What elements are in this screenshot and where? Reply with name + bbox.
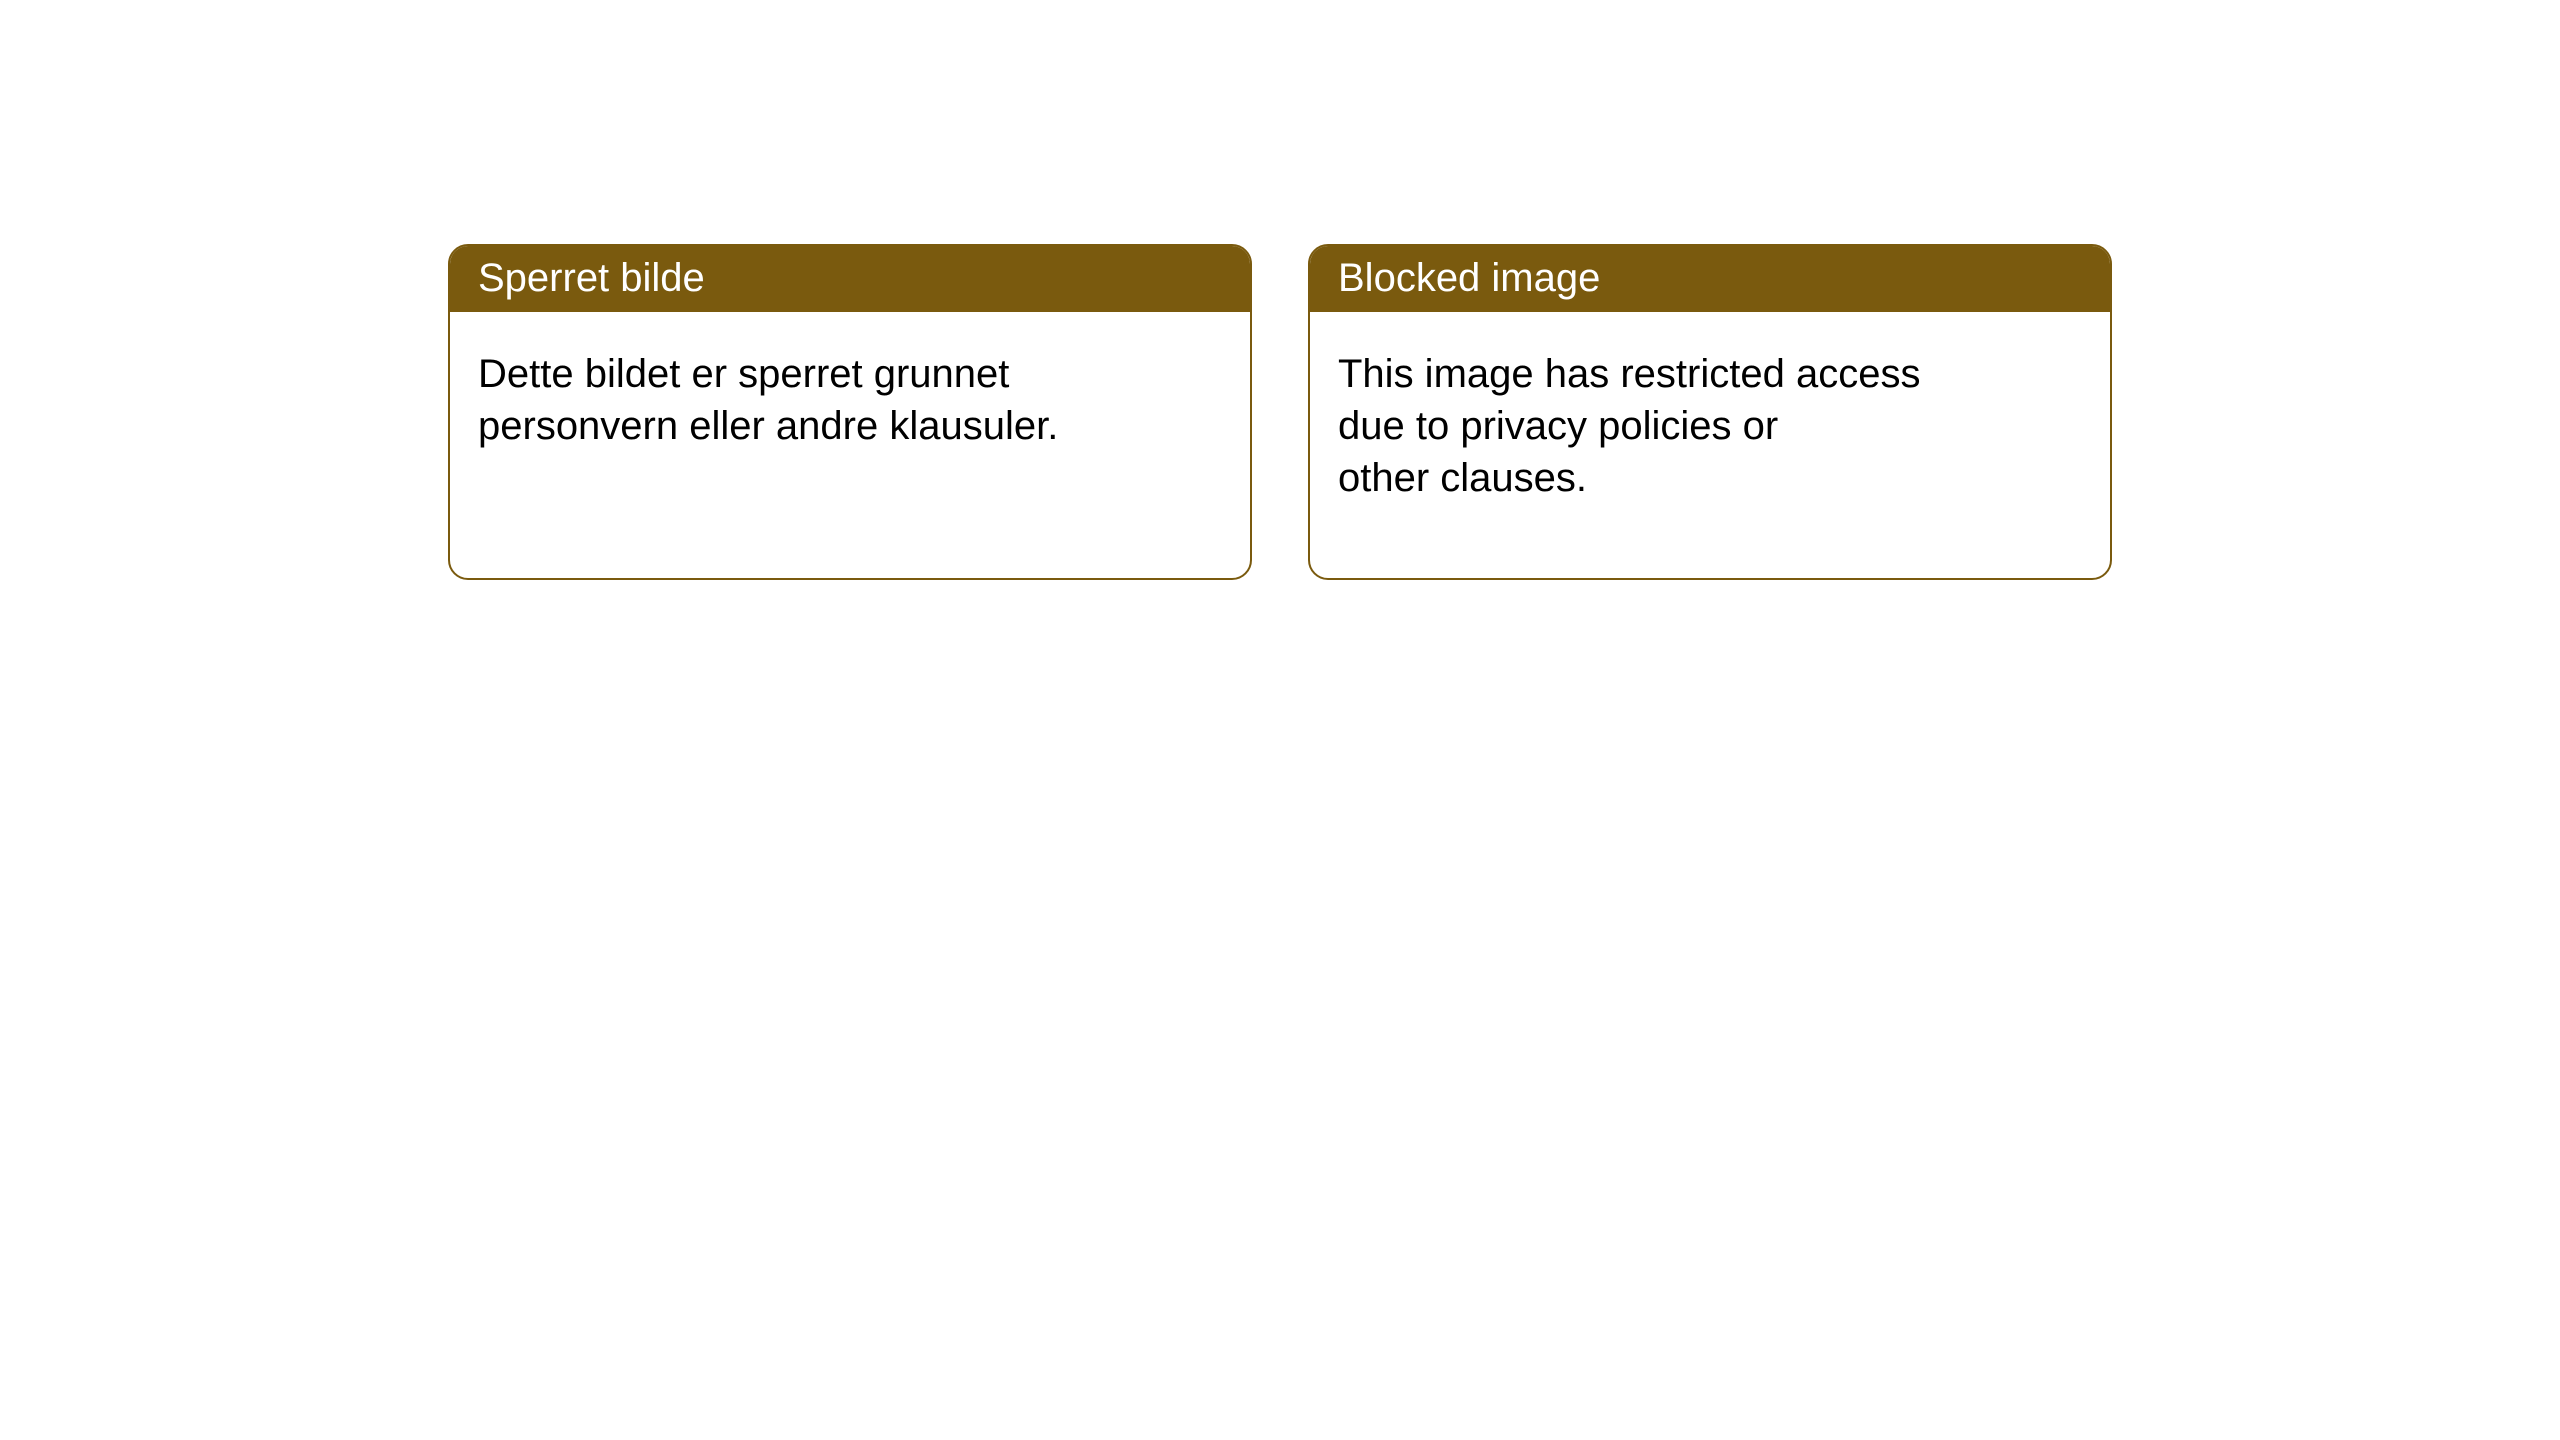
- notice-card-norwegian: Sperret bilde Dette bildet er sperret gr…: [448, 244, 1252, 580]
- notice-body: This image has restricted access due to …: [1310, 312, 1990, 540]
- notice-card-english: Blocked image This image has restricted …: [1308, 244, 2112, 580]
- notice-container: Sperret bilde Dette bildet er sperret gr…: [0, 0, 2560, 580]
- notice-header: Sperret bilde: [450, 246, 1250, 312]
- notice-header: Blocked image: [1310, 246, 2110, 312]
- notice-body: Dette bildet er sperret grunnet personve…: [450, 312, 1130, 488]
